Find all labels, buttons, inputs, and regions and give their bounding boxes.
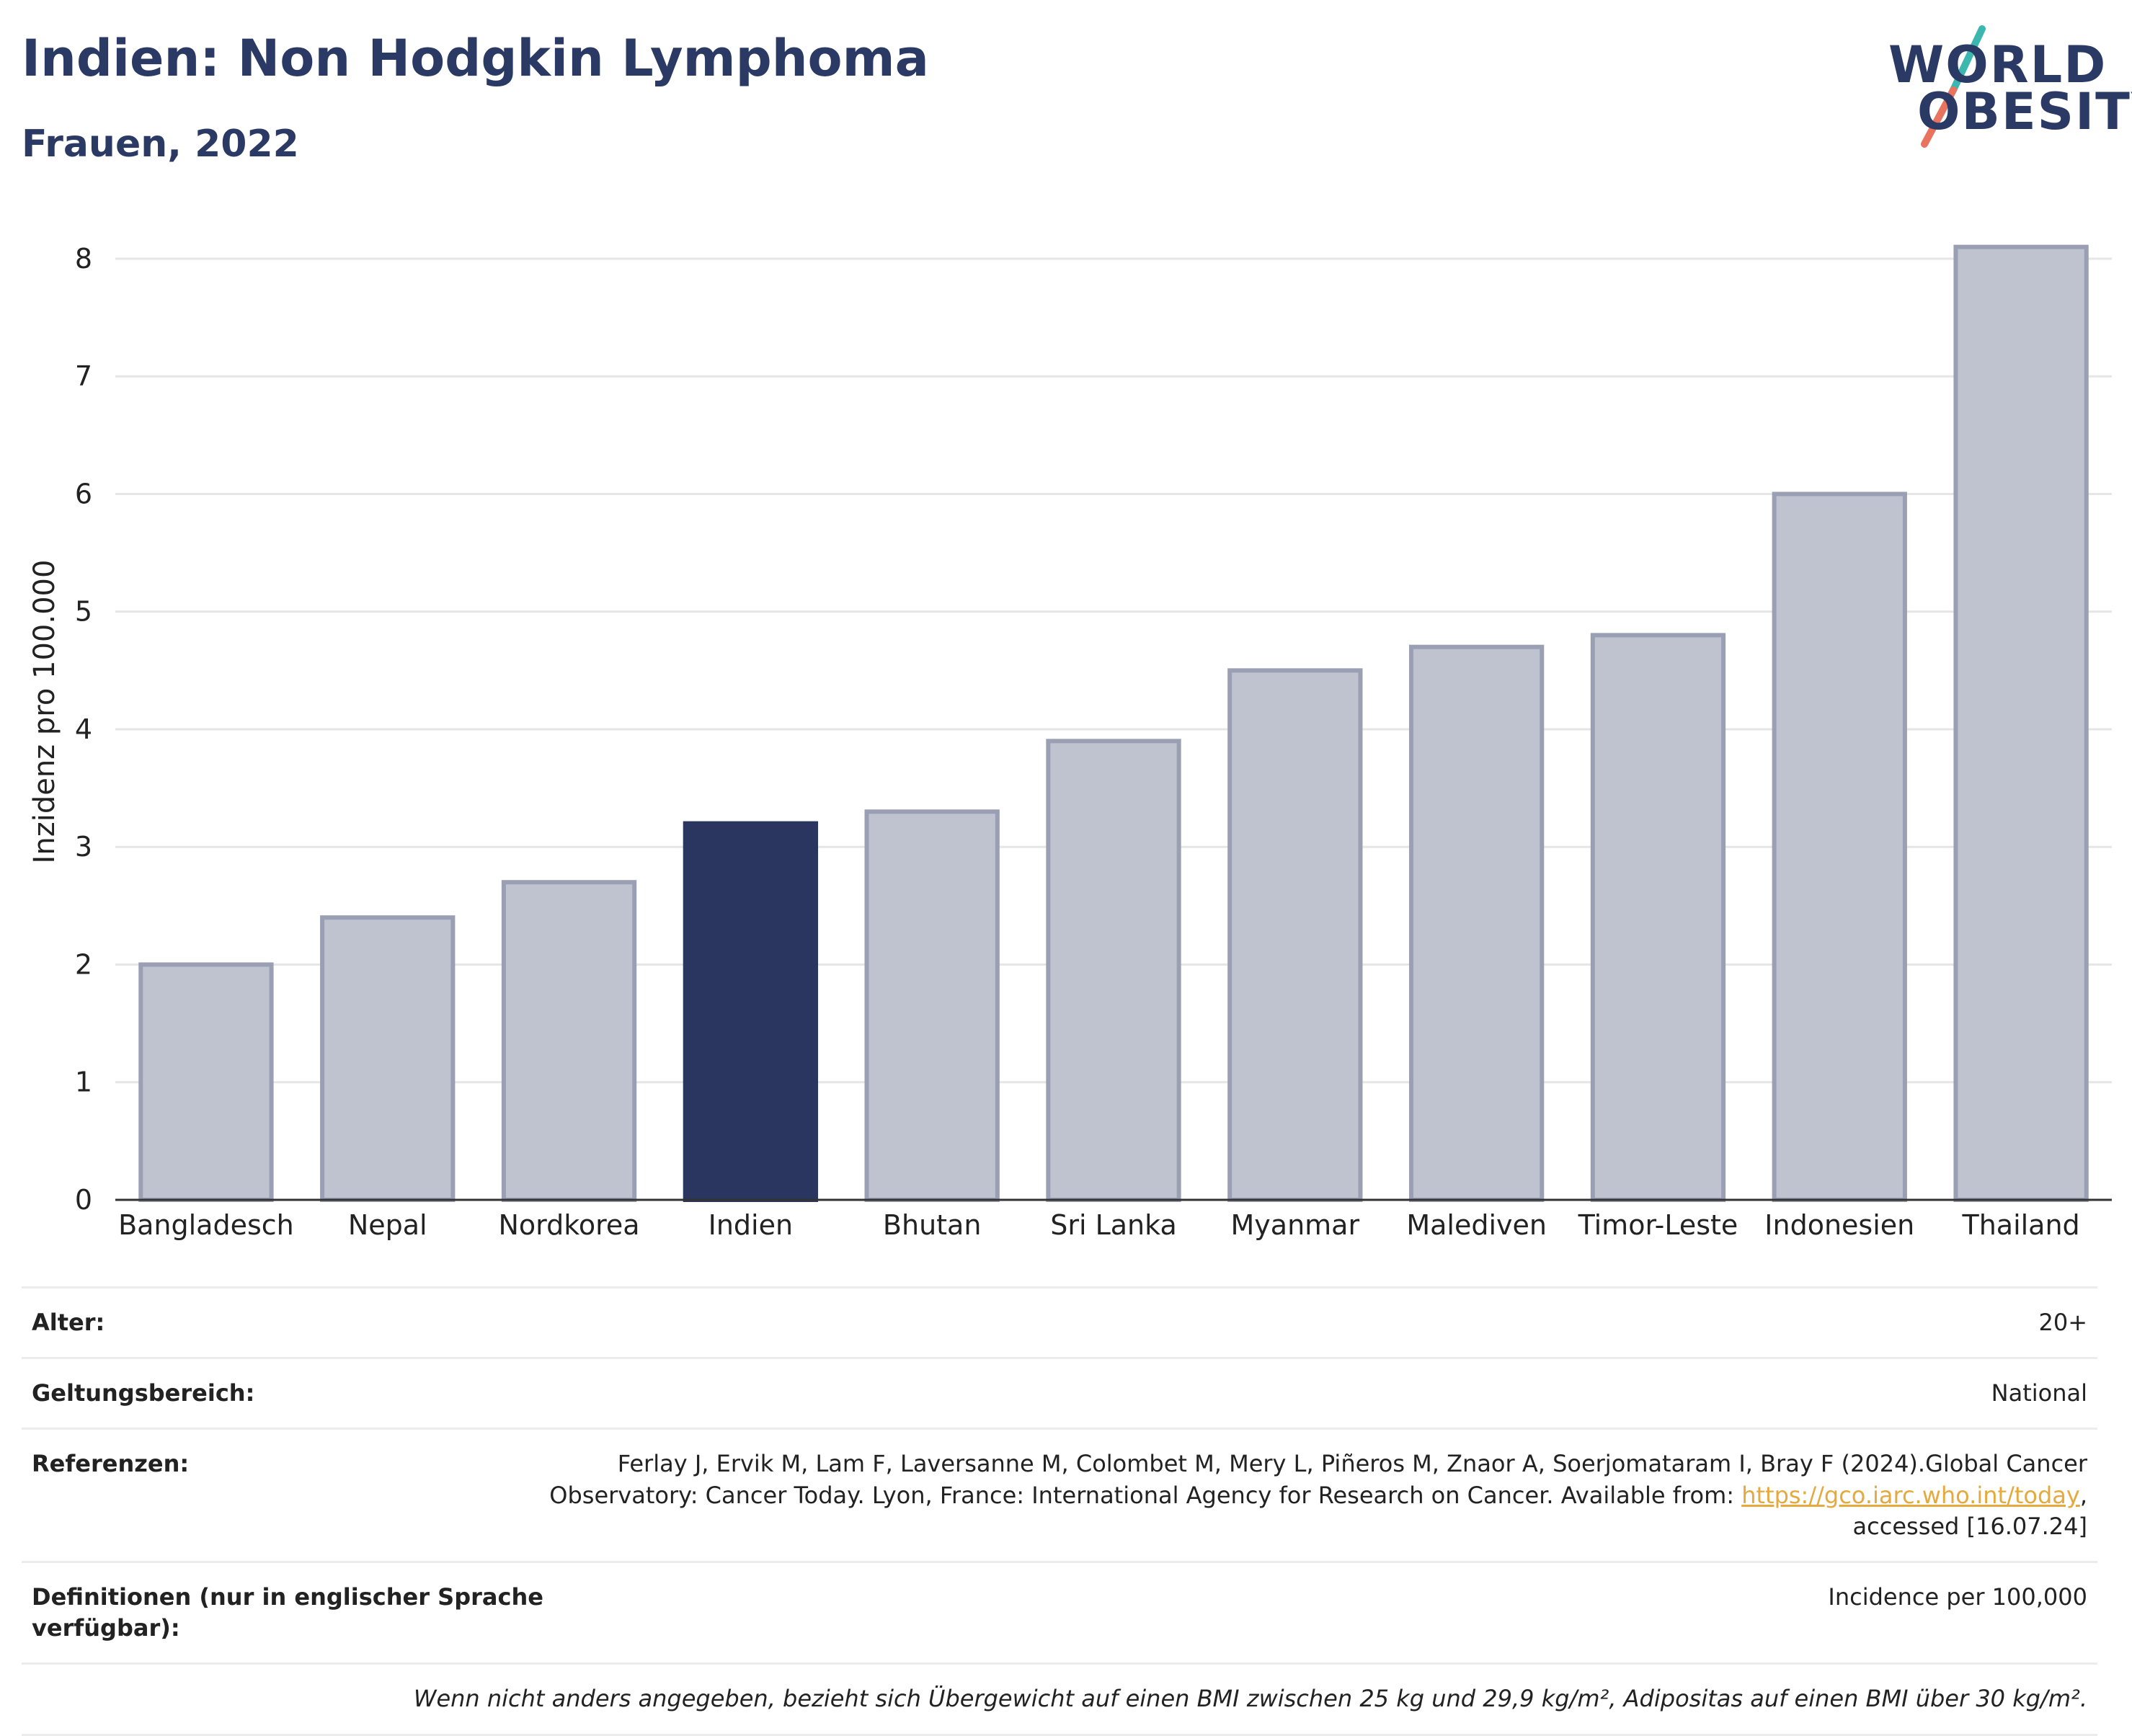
y-tick-label: 5 xyxy=(75,596,92,628)
bar-highlighted xyxy=(683,821,819,1202)
bar-chart: 0 1 2 3 4 5 6 7 8 Inzidenz pro 100.000 Bangladesch… xyxy=(28,243,2112,1241)
x-tick-label: Indien xyxy=(709,1209,793,1241)
references-text: Ferlay J, Ervik M, Lam F, Laversanne M, … xyxy=(549,1450,2087,1509)
y-tick-label: 2 xyxy=(75,948,92,980)
info-row-references: Referenzen: Ferlay J, Ervik M, Lam F, La… xyxy=(22,1428,2097,1561)
bar xyxy=(1408,644,1545,1202)
bar xyxy=(138,962,274,1203)
chart-title: Indien: Non Hodgkin Lymphoma xyxy=(22,29,929,88)
x-tick-label: Timor-Leste xyxy=(1578,1209,1738,1241)
bar xyxy=(501,880,637,1202)
logo-word-world: WORLD xyxy=(1888,35,2107,94)
x-tick-label: Bangladesch xyxy=(118,1209,294,1241)
logo-slash-icon xyxy=(1921,25,1986,148)
logo-word-obesity: OBESITY xyxy=(1917,82,2132,141)
world-obesity-logo: WORLD OBESITY xyxy=(1874,22,2132,151)
references-link[interactable]: https://gco.iarc.who.int/today xyxy=(1741,1481,2080,1509)
info-table: Alter: 20+ Geltungsbereich: National Ref… xyxy=(22,1286,2097,1736)
bar xyxy=(1046,739,1181,1202)
bar xyxy=(1590,633,1726,1202)
x-tick-label: Bhutan xyxy=(883,1209,982,1241)
age-value: 20+ xyxy=(2038,1309,2087,1336)
age-label: Alter: xyxy=(32,1309,105,1336)
scope-value: National xyxy=(1991,1379,2087,1407)
y-tick-label: 8 xyxy=(75,243,92,275)
bar xyxy=(1227,668,1363,1202)
scope-label: Geltungsbereich: xyxy=(32,1379,255,1407)
definitions-label: Definitionen (nur in englischer Sprache … xyxy=(32,1583,543,1642)
x-tick-label: Indonesien xyxy=(1764,1209,1914,1241)
info-row-definitions: Definitionen (nur in englischer Sprache … xyxy=(22,1560,2097,1662)
references-value: Ferlay J, Ervik M, Lam F, Laversanne M, … xyxy=(538,1448,2087,1542)
y-axis-label: Inzidenz pro 100.000 xyxy=(28,560,61,864)
bar xyxy=(1772,491,1907,1202)
info-row-age: Alter: 20+ xyxy=(22,1286,2097,1357)
info-row-scope: Geltungsbereich: National xyxy=(22,1357,2097,1428)
x-tick-label: Thailand xyxy=(1961,1209,2079,1241)
x-tick-label: Sri Lanka xyxy=(1050,1209,1177,1241)
y-tick-label: 4 xyxy=(75,713,92,745)
y-tick-label: 1 xyxy=(75,1067,92,1098)
y-tick-label: 7 xyxy=(75,360,92,392)
x-tick-label: Nordkorea xyxy=(498,1209,639,1241)
definitions-value: Incidence per 100,000 xyxy=(1828,1583,2087,1611)
chart-subtitle: Frauen, 2022 xyxy=(22,123,299,166)
bar xyxy=(1953,244,2089,1202)
y-tick-label: 3 xyxy=(75,831,92,863)
bar xyxy=(320,915,456,1202)
references-accessed: , accessed [16.07.24] xyxy=(1852,1481,2087,1540)
bmi-note: Wenn nicht anders angegeben, bezieht sic… xyxy=(413,1685,2087,1713)
x-tick-label: Nepal xyxy=(348,1209,427,1241)
y-tick-label: 6 xyxy=(75,478,92,509)
x-tick-label: Myanmar xyxy=(1231,1209,1360,1241)
info-row-note: Wenn nicht anders angegeben, bezieht sic… xyxy=(22,1662,2097,1736)
bar xyxy=(864,809,1000,1202)
y-tick-label: 0 xyxy=(75,1184,92,1216)
references-label: Referenzen: xyxy=(32,1450,190,1478)
x-tick-label: Malediven xyxy=(1406,1209,1547,1241)
